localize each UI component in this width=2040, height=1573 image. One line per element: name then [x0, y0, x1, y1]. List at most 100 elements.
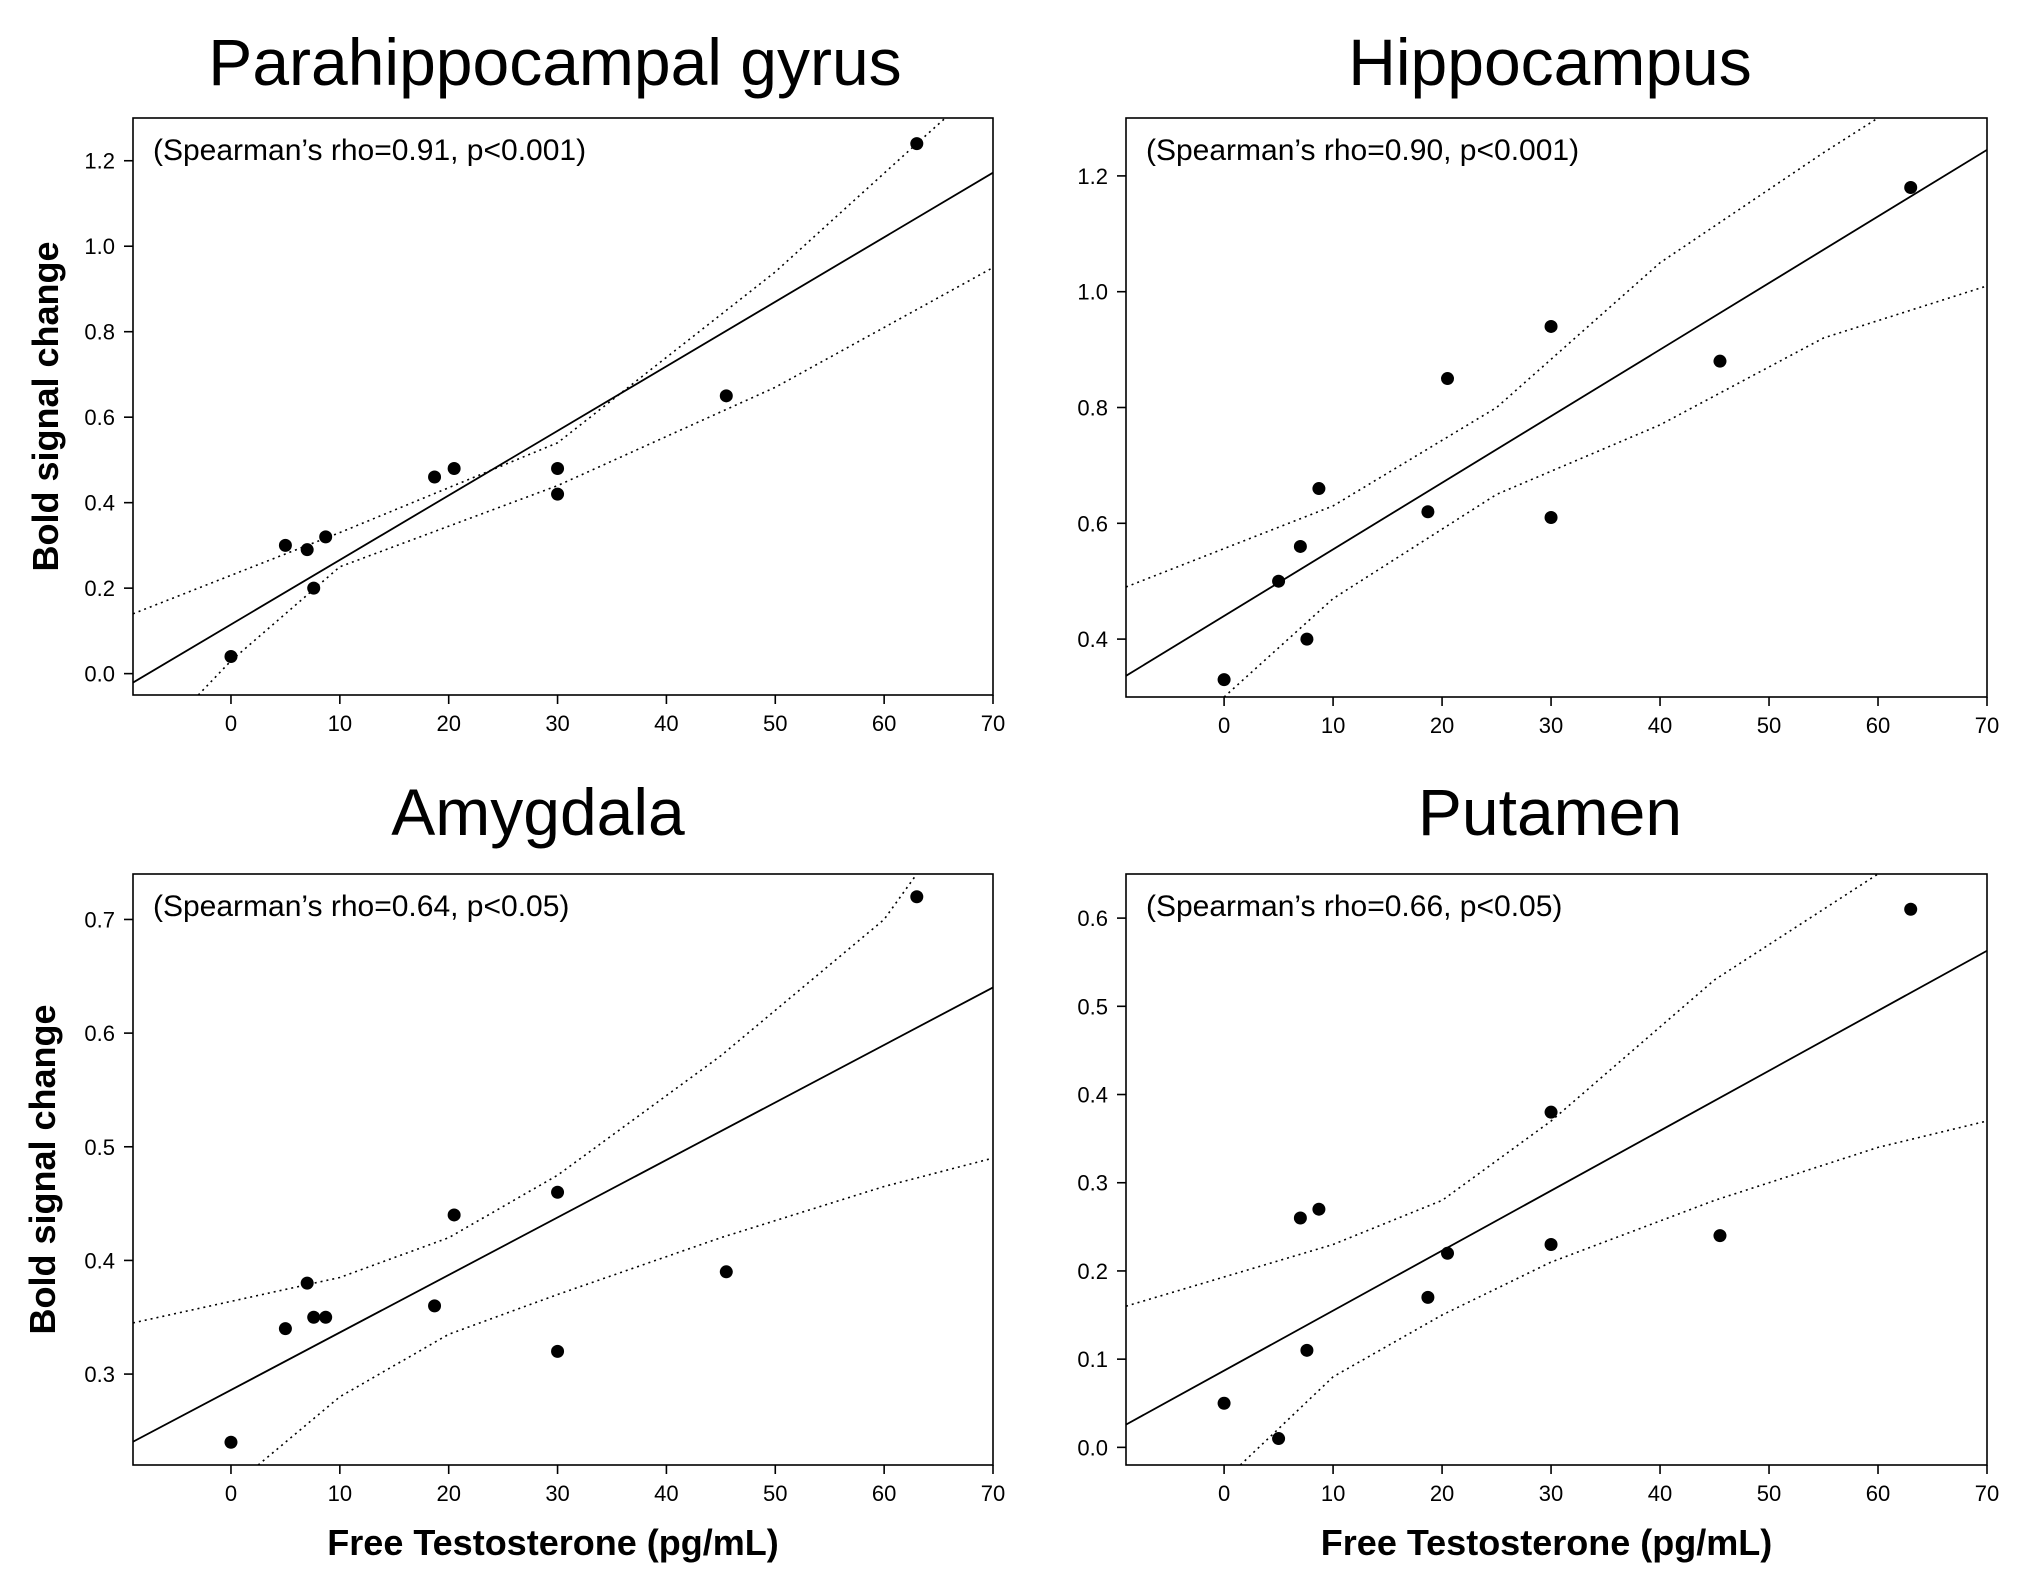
plot-frame — [1125, 117, 1988, 698]
x-tick-label: 20 — [436, 711, 460, 736]
data-point — [300, 543, 314, 557]
data-point — [1272, 1432, 1286, 1446]
regression-line — [133, 171, 993, 684]
x-tick-label: 30 — [545, 1481, 569, 1506]
data-point — [1544, 511, 1558, 525]
chart-panel-1: Hippocampus 0 10 20 30 40 50 60 70 0.4 0.6 0.8 1.0 1.… — [1077, 25, 1999, 738]
x-tick-label: 50 — [1757, 713, 1781, 738]
y-tick-label: 0.6 — [1077, 511, 1108, 536]
x-tick-label: 40 — [1648, 713, 1672, 738]
data-point — [428, 1299, 442, 1313]
data-point — [307, 1310, 321, 1324]
confidence-band-upper — [1126, 874, 1879, 1307]
x-tick-label: 0 — [1218, 1481, 1230, 1506]
data-point — [1217, 673, 1231, 687]
chart-panel-3: Putamen 0 10 20 30 40 50 60 70 0.0 0.1 0.2 0.3 0.4 0.5… — [1077, 775, 1999, 1563]
confidence-band-upper — [1126, 118, 1879, 588]
x-tick-label: 50 — [763, 711, 787, 736]
x-tick-label: 50 — [763, 1481, 787, 1506]
data-point — [1713, 354, 1727, 368]
confidence-band-lower — [197, 266, 993, 695]
x-tick-label: 40 — [654, 1481, 678, 1506]
confidence-band-upper — [133, 874, 918, 1324]
x-tick-label: 10 — [1321, 713, 1345, 738]
y-tick-label: 0.4 — [84, 1248, 115, 1273]
data-point — [1312, 482, 1326, 496]
y-tick-label: 0.7 — [84, 907, 115, 932]
data-point — [447, 1208, 461, 1222]
y-tick-label: 1.0 — [84, 234, 115, 259]
y-tick-label: 1.2 — [84, 149, 115, 174]
y-tick-label: 0.4 — [84, 491, 115, 516]
data-point — [1544, 319, 1558, 333]
y-tick-label: 0.4 — [1077, 627, 1108, 652]
spearman-annotation: (Spearman’s rho=0.66, p<0.05) — [1146, 890, 1562, 923]
data-point — [551, 1344, 565, 1358]
data-point — [1904, 902, 1918, 916]
x-tick-label: 10 — [328, 711, 352, 736]
y-axis-label: Bold signal change — [25, 241, 66, 571]
x-tick-label: 20 — [1430, 1481, 1454, 1506]
data-point — [910, 137, 924, 151]
data-point — [1217, 1396, 1231, 1410]
y-tick-label: 0.0 — [84, 662, 115, 687]
data-point — [551, 461, 565, 475]
regression-line — [1126, 949, 1987, 1426]
x-tick-label: 30 — [1539, 1481, 1563, 1506]
data-point — [1421, 1290, 1435, 1304]
y-tick-label: 1.2 — [1077, 164, 1108, 189]
regression-line — [133, 986, 993, 1443]
data-point — [319, 1310, 333, 1324]
confidence-band-upper — [133, 118, 947, 615]
x-tick-label: 0 — [225, 711, 237, 736]
x-tick-label: 70 — [981, 1481, 1005, 1506]
chart-title: Parahippocampal gyrus — [208, 25, 901, 99]
data-point — [719, 1265, 733, 1279]
data-point — [278, 538, 292, 552]
y-tick-label: 0.2 — [84, 576, 115, 601]
x-axis-label: Free Testosterone (pg/mL) — [1321, 1522, 1772, 1563]
data-point — [1293, 539, 1307, 553]
data-point — [224, 650, 238, 664]
y-tick-label: 0.8 — [84, 320, 115, 345]
y-tick-label: 0.6 — [84, 405, 115, 430]
spearman-annotation: (Spearman’s rho=0.64, p<0.05) — [153, 890, 569, 923]
spearman-annotation: (Spearman’s rho=0.90, p<0.001) — [1146, 134, 1579, 167]
confidence-band-lower — [1223, 285, 1987, 697]
y-tick-label: 0.5 — [1077, 994, 1108, 1019]
y-tick-label: 0.8 — [1077, 396, 1108, 421]
data-point — [1272, 574, 1286, 588]
data-point — [1544, 1237, 1558, 1251]
data-point — [1904, 180, 1918, 194]
plot-frame — [132, 873, 994, 1466]
y-tick-label: 0.3 — [84, 1362, 115, 1387]
data-point — [300, 1276, 314, 1290]
y-tick-label: 0.6 — [84, 1021, 115, 1046]
data-point — [1441, 1246, 1455, 1260]
y-tick-label: 0.6 — [1077, 906, 1108, 931]
x-tick-label: 50 — [1757, 1481, 1781, 1506]
data-point — [224, 1435, 238, 1449]
x-tick-label: 10 — [1321, 1481, 1345, 1506]
data-point — [1293, 1211, 1307, 1225]
x-tick-label: 40 — [1648, 1481, 1672, 1506]
x-tick-label: 60 — [1866, 713, 1890, 738]
y-tick-label: 0.3 — [1077, 1171, 1108, 1196]
y-tick-label: 1.0 — [1077, 280, 1108, 305]
y-axis-label: Bold signal change — [22, 1004, 63, 1334]
data-point — [1544, 1105, 1558, 1119]
chart-title: Amygdala — [391, 775, 685, 849]
data-point — [447, 461, 461, 475]
plot-frame — [1125, 873, 1988, 1466]
data-point — [1300, 632, 1314, 646]
y-tick-label: 0.5 — [84, 1135, 115, 1160]
chart-title: Putamen — [1418, 775, 1682, 849]
spearman-annotation: (Spearman’s rho=0.91, p<0.001) — [153, 134, 586, 167]
x-tick-label: 0 — [225, 1481, 237, 1506]
x-tick-label: 20 — [436, 1481, 460, 1506]
data-point — [319, 530, 333, 544]
y-tick-label: 0.4 — [1077, 1083, 1108, 1108]
x-tick-label: 60 — [872, 1481, 896, 1506]
chart-panel-2: Amygdala 0 10 20 30 40 50 60 70 0.3 0.4 0.5 0.6 0.7 Bo… — [22, 775, 1005, 1563]
